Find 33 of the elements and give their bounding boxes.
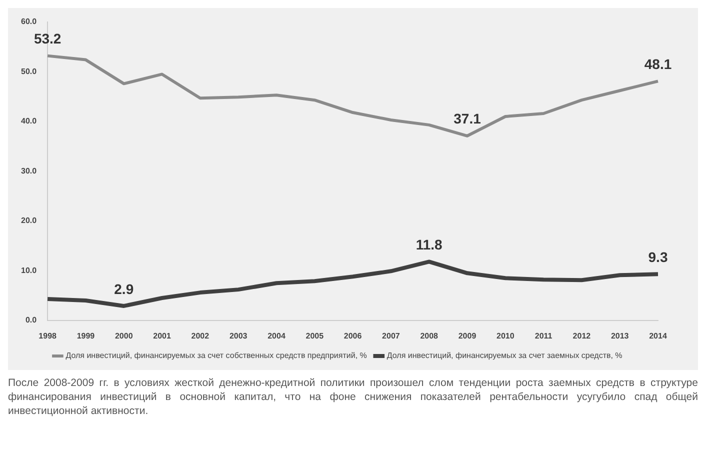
- y-tick-label: 20.0: [20, 216, 38, 226]
- y-tick-label: 30.0: [20, 166, 38, 176]
- data-label: 9.3: [648, 249, 668, 266]
- x-tick-label: 2004: [268, 331, 286, 340]
- x-tick-label: 2010: [496, 331, 515, 340]
- data-label: 48.1: [644, 56, 672, 72]
- y-tick-label: 40.0: [20, 116, 38, 126]
- y-tick-label: 0.0: [25, 316, 38, 325]
- x-tick-label: 2011: [534, 331, 553, 340]
- y-tick-label: 10.0: [20, 266, 38, 275]
- x-tick-label: 2012: [572, 331, 592, 340]
- x-tick-label: 2013: [610, 331, 630, 340]
- data-label: 2.9: [114, 280, 134, 297]
- x-tick-label: 2009: [458, 331, 477, 340]
- x-tick-label: 2001: [153, 331, 172, 340]
- x-tick-label: 2005: [306, 331, 324, 340]
- x-tick-label: 1999: [76, 331, 96, 340]
- data-label: 11.8: [416, 236, 443, 253]
- legend-label: Доля инвестиций, финансируемых за счет собственных средств предприятий, %: [66, 351, 367, 360]
- x-tick-label: 2003: [229, 331, 248, 340]
- x-tick-label: 2007: [382, 331, 400, 340]
- x-tick-label: 2006: [344, 331, 362, 340]
- y-tick-label: 60.0: [20, 17, 38, 26]
- legend-label: Доля инвестиций, финансируемых за счет заемных средств, %: [386, 351, 622, 360]
- x-tick-label: 2014: [649, 331, 668, 340]
- text: После 2008-2009 гг. в условиях жесткой денежно-кредитной политики произошел слом тенденции роста заемных средств в структуре финансирования инвестиций в основной капитал, что на фоне снижения показателей рентабельности усугубило спад общей инвестиционной активности.: [8, 376, 698, 418]
- data-label: 53.2: [34, 30, 62, 47]
- x-tick-label: 1998: [38, 331, 58, 340]
- x-tick-label: 2002: [191, 331, 210, 340]
- data-label: 37.1: [454, 110, 482, 127]
- x-tick-label: 2000: [114, 331, 134, 340]
- y-tick-label: 50.0: [20, 66, 38, 76]
- x-tick-label: 2008: [420, 331, 439, 340]
